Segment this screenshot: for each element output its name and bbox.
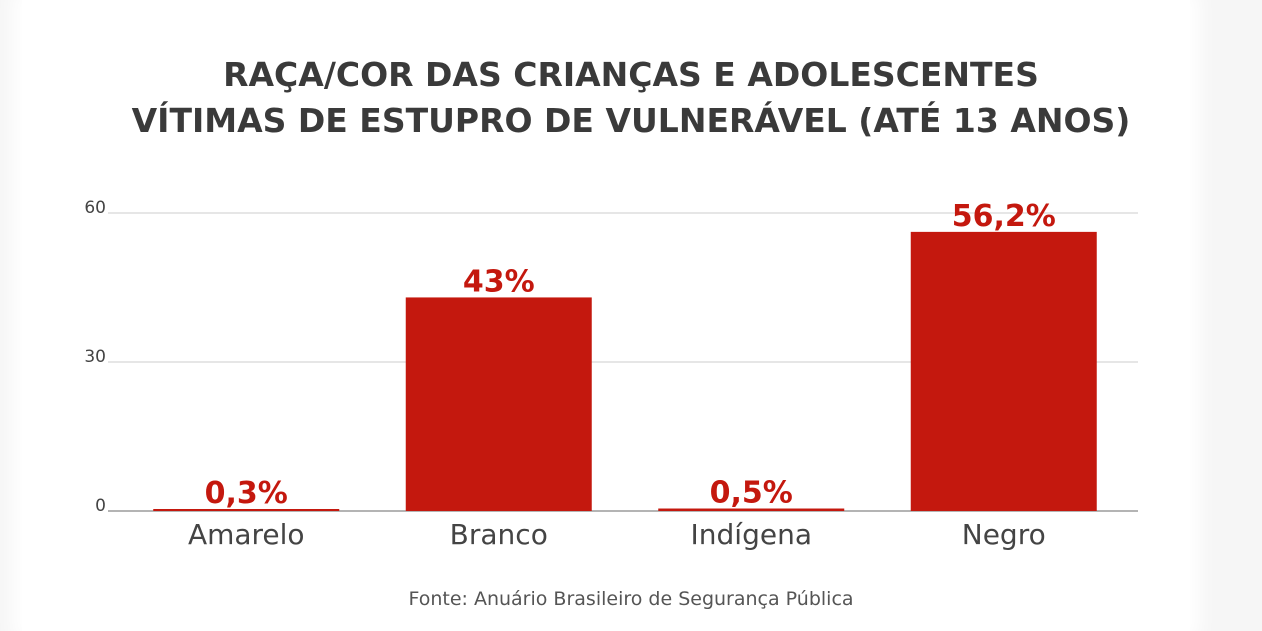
chart-title: RAÇA/COR DAS CRIANÇAS E ADOLESCENTES VÍT… <box>0 52 1262 144</box>
data-label: 43% <box>463 264 535 299</box>
x-tick-label: Negro <box>962 518 1046 551</box>
y-tick-label: 60 <box>84 198 106 218</box>
bar <box>405 297 592 511</box>
source-note: Fonte: Anuário Brasileiro de Segurança P… <box>408 588 854 610</box>
bar <box>910 231 1097 511</box>
data-label: 56,2% <box>952 199 1056 234</box>
x-tick-label: Indígena <box>691 518 812 551</box>
y-tick-label: 0 <box>95 496 106 516</box>
data-label: 0,3% <box>205 476 288 511</box>
bar <box>153 509 340 511</box>
y-tick-label: 30 <box>84 347 106 367</box>
chart-title-line-1: RAÇA/COR DAS CRIANÇAS E ADOLESCENTES <box>223 55 1039 94</box>
x-tick-label: Branco <box>450 518 548 551</box>
x-tick-label: Amarelo <box>188 518 305 551</box>
chart-title-line-2: VÍTIMAS DE ESTUPRO DE VULNERÁVEL (ATÉ 13… <box>131 101 1131 140</box>
bar <box>658 508 845 511</box>
data-label: 0,5% <box>710 476 793 511</box>
